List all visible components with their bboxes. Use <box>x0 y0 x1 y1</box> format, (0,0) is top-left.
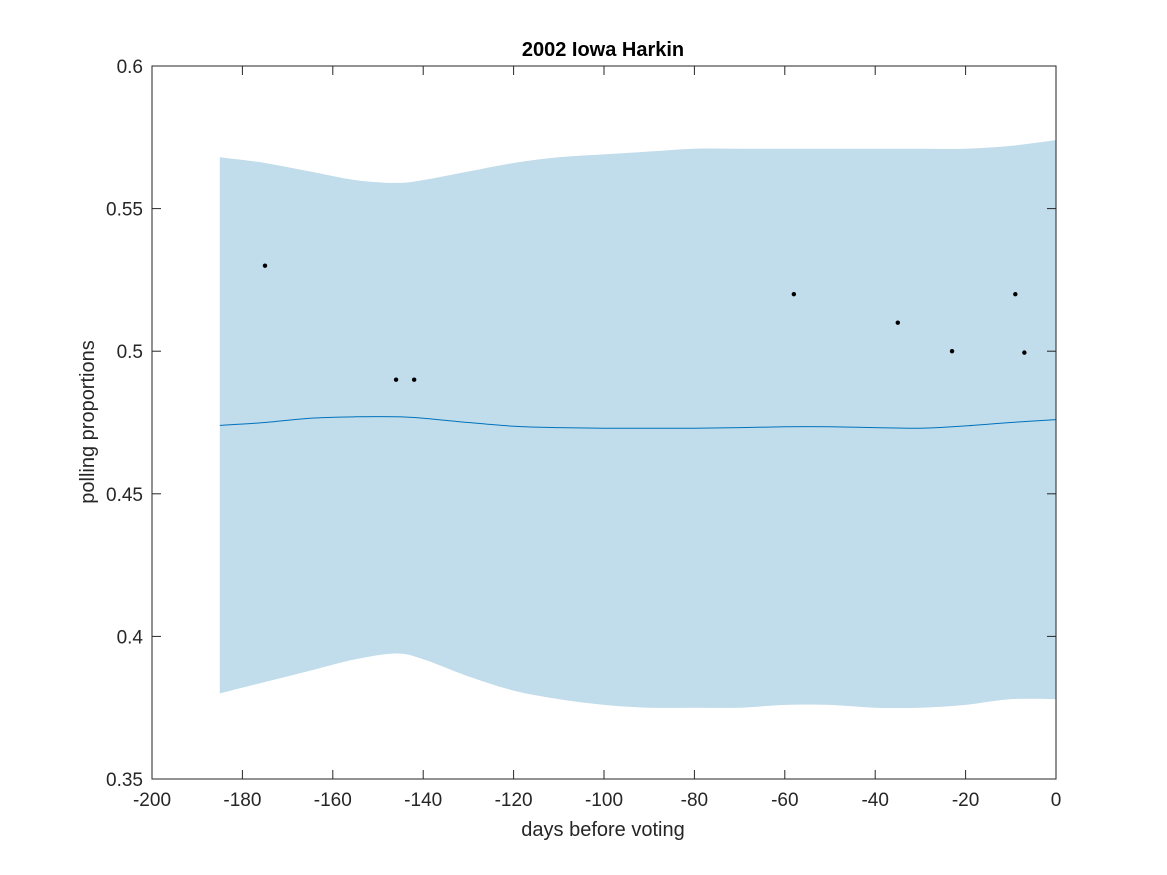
x-tick-label: -60 <box>771 790 798 811</box>
x-tick-label: -40 <box>861 790 888 811</box>
confidence-band <box>219 140 1057 709</box>
y-tick-label: 0.55 <box>106 200 143 221</box>
x-tick-label: -160 <box>314 790 352 811</box>
mean-line-layer <box>219 416 1057 429</box>
poll-point <box>949 349 955 354</box>
x-tick-label: -80 <box>681 790 708 811</box>
x-tick-label: -120 <box>495 790 533 811</box>
chart-title: 2002 Iowa Harkin <box>522 39 684 61</box>
x-tick-label: -100 <box>585 790 623 811</box>
poll-point <box>1022 350 1027 355</box>
mean-line <box>219 416 1057 429</box>
confidence-band-layer <box>219 140 1057 709</box>
y-tick-label: 0.5 <box>117 342 143 363</box>
poll-point <box>411 377 417 382</box>
y-tick-label: 0.45 <box>106 485 143 506</box>
x-axis-label: days before voting <box>521 819 684 841</box>
y-tick-label: 0.6 <box>117 57 143 78</box>
poll-point <box>393 377 399 382</box>
poll-point <box>1013 291 1018 297</box>
poll-points-layer <box>262 263 1027 382</box>
poll-point <box>262 263 268 268</box>
y-tick-label: 0.4 <box>117 627 144 648</box>
x-tick-label: -200 <box>133 790 171 811</box>
x-tick-label: 0 <box>1051 790 1062 811</box>
ticks-layer: -200 -180 -160 -140 -120 -100 -80 -60 -40 -20 00.3… <box>106 57 1061 811</box>
poll-point <box>895 320 900 325</box>
y-axis-label: polling proportions <box>77 340 99 503</box>
x-tick-label: -180 <box>223 790 261 811</box>
poll-point <box>791 291 797 297</box>
y-tick-label: 0.35 <box>106 770 143 791</box>
x-tick-label: -20 <box>952 790 979 811</box>
x-tick-label: -140 <box>404 790 442 811</box>
